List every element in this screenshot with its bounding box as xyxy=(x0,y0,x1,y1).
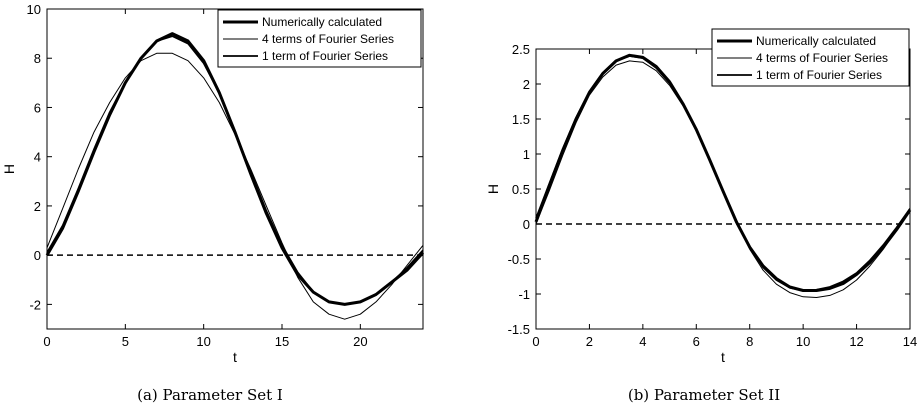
y-tick-label: 4 xyxy=(34,150,41,165)
legend-label: Numerically calculated xyxy=(756,34,876,48)
series-line-2 xyxy=(46,52,424,320)
x-tick-label: 8 xyxy=(746,334,753,349)
legend-label: 4 terms of Fourier Series xyxy=(756,51,888,65)
series-line-3 xyxy=(535,55,911,292)
y-tick-label: 2 xyxy=(34,199,41,214)
plot-area xyxy=(46,8,424,330)
chart-panel-a: (a) Parameter Set I 0 5 10 15 20 -2 0 2 4 6 8 10 t H N… xyxy=(1,2,425,404)
x-tick-label: 4 xyxy=(639,334,646,349)
y-tick-label: 2 xyxy=(523,77,530,92)
x-axis-label: t xyxy=(721,349,725,365)
x-axis-label: t xyxy=(233,349,237,365)
x-tick-label: 5 xyxy=(122,334,129,349)
series-line-1 xyxy=(45,32,425,306)
caption-a: (a) Parameter Set I xyxy=(137,386,283,404)
legend-label: Numerically calculated xyxy=(262,15,382,29)
y-tick-label: 8 xyxy=(34,51,41,66)
series-line-1 xyxy=(534,53,912,292)
legend-label: 4 terms of Fourier Series xyxy=(262,32,394,46)
y-tick-label: 6 xyxy=(34,100,41,115)
y-tick-label: 1.5 xyxy=(512,112,530,127)
x-tick-label: 20 xyxy=(353,334,367,349)
series-line-3 xyxy=(46,35,424,306)
y-tick-label: 0.5 xyxy=(512,182,530,197)
x-tick-label: 10 xyxy=(196,334,210,349)
x-tick-label: 6 xyxy=(693,334,700,349)
legend-label: 1 term of Fourier Series xyxy=(262,49,388,63)
y-axis-label: H xyxy=(1,164,17,174)
legend: Numerically calculated 4 terms of Fourier… xyxy=(711,28,910,87)
y-tick-label: 0 xyxy=(34,248,41,263)
y-tick-label: 1 xyxy=(523,147,530,162)
y-tick-label: 2.5 xyxy=(512,42,530,57)
series-line-2 xyxy=(535,60,911,298)
y-tick-label: 10 xyxy=(27,2,41,17)
x-tick-label: 15 xyxy=(275,334,289,349)
y-tick-label: -0.5 xyxy=(508,252,530,267)
y-tick-label: 0 xyxy=(523,217,530,232)
y-tick-label: -1.5 xyxy=(508,322,530,337)
y-tick-label: -1 xyxy=(518,287,530,302)
y-axis-label: H xyxy=(485,184,501,194)
y-tick-label: -2 xyxy=(29,297,41,312)
x-tick-label: 10 xyxy=(796,334,810,349)
x-tick-label: 12 xyxy=(849,334,863,349)
x-tick-label: 0 xyxy=(43,334,50,349)
chart-panel-b: (b) Parameter Set II 0 2 4 6 8 10 12 14-1.5-1-0… xyxy=(485,28,917,404)
x-tick-label: 2 xyxy=(586,334,593,349)
caption-b: (b) Parameter Set II xyxy=(628,386,780,404)
legend: Numerically calculated 4 terms of Fourier… xyxy=(217,9,422,68)
x-tick-label: 14 xyxy=(903,334,917,349)
x-tick-label: 0 xyxy=(532,334,539,349)
legend-label: 1 term of Fourier Series xyxy=(756,68,882,82)
